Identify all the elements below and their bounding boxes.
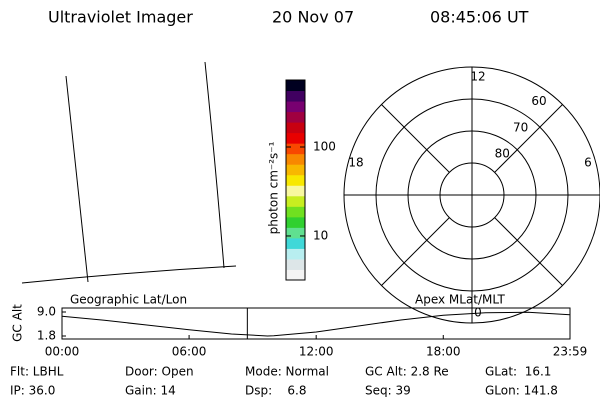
lat-label: 80 [495, 147, 510, 161]
y-tick-label: 1.8 [37, 329, 56, 343]
grid-curve [65, 75, 89, 283]
info-field: IP: 36.0 [10, 384, 55, 398]
color-swatch [286, 195, 305, 207]
lat-label: 60 [531, 94, 546, 108]
colorbar-frame [285, 79, 306, 281]
color-swatch [286, 143, 305, 155]
lat-label: 70 [513, 120, 528, 134]
axis-line [381, 104, 450, 173]
panel-label: Geographic Lat/Lon [70, 293, 187, 307]
info-field: GC Alt: 2.8 Re [365, 365, 449, 379]
y-tick-label: 9.0 [37, 305, 56, 319]
colorbar-label: photon cm⁻²s⁻¹ [267, 141, 281, 234]
panel-label: Apex MLat/MLT [415, 293, 505, 307]
color-swatch [286, 174, 305, 186]
mlt-label: 6 [584, 156, 592, 170]
x-tick-label: 00:00 [45, 345, 80, 359]
info-field: Seq: 39 [365, 384, 411, 398]
color-swatch [286, 248, 305, 260]
mlt-label: 12 [470, 70, 485, 84]
color-swatch [286, 122, 305, 134]
axis-line [381, 217, 450, 286]
color-swatch [286, 164, 305, 176]
axis-line [494, 217, 563, 286]
color-swatch [286, 185, 305, 197]
mlt-label: 18 [348, 156, 363, 170]
x-tick-label: 23:59 [553, 345, 588, 359]
tick-label: 100 [313, 139, 336, 153]
geo-grid [21, 61, 237, 284]
color-swatch [286, 153, 305, 165]
altitude-line [61, 311, 571, 337]
color-swatch [286, 216, 305, 228]
color-swatch [286, 237, 305, 249]
info-field: Flt: LBHL [10, 365, 64, 379]
grid-curve [21, 265, 237, 284]
color-swatch [286, 258, 305, 270]
lat-circle [439, 162, 505, 228]
color-swatch [286, 132, 305, 144]
x-tick-label: 06:00 [172, 345, 207, 359]
color-swatch [286, 80, 305, 92]
lat-circle [407, 130, 537, 260]
info-field: Mode: Normal [245, 365, 329, 379]
axis-line [494, 104, 563, 173]
color-swatch [286, 269, 305, 281]
time: 08:45:06 UT [430, 8, 529, 27]
lat-circle [375, 98, 569, 292]
info-field: Gain: 14 [125, 384, 176, 398]
color-swatch [286, 111, 305, 123]
color-swatch [286, 206, 305, 218]
mlt-label: 0 [474, 306, 482, 320]
info-field: GLon: 141.8 [485, 384, 558, 398]
grid-curve [204, 61, 225, 269]
info-field: Door: Open [125, 365, 194, 379]
x-tick-label: 18:00 [426, 345, 461, 359]
color-swatch [286, 101, 305, 113]
x-tick-label: 12:00 [299, 345, 334, 359]
color-swatch [286, 90, 305, 102]
title: Ultraviolet Imager [48, 8, 193, 27]
color-swatch [286, 227, 305, 239]
info-field: GLat: 16.1 [485, 365, 551, 379]
info-field: Dsp: 6.8 [245, 384, 307, 398]
date: 20 Nov 07 [272, 8, 354, 27]
tick-label: 10 [313, 228, 328, 242]
y-axis-label: GC Alt [11, 304, 25, 342]
